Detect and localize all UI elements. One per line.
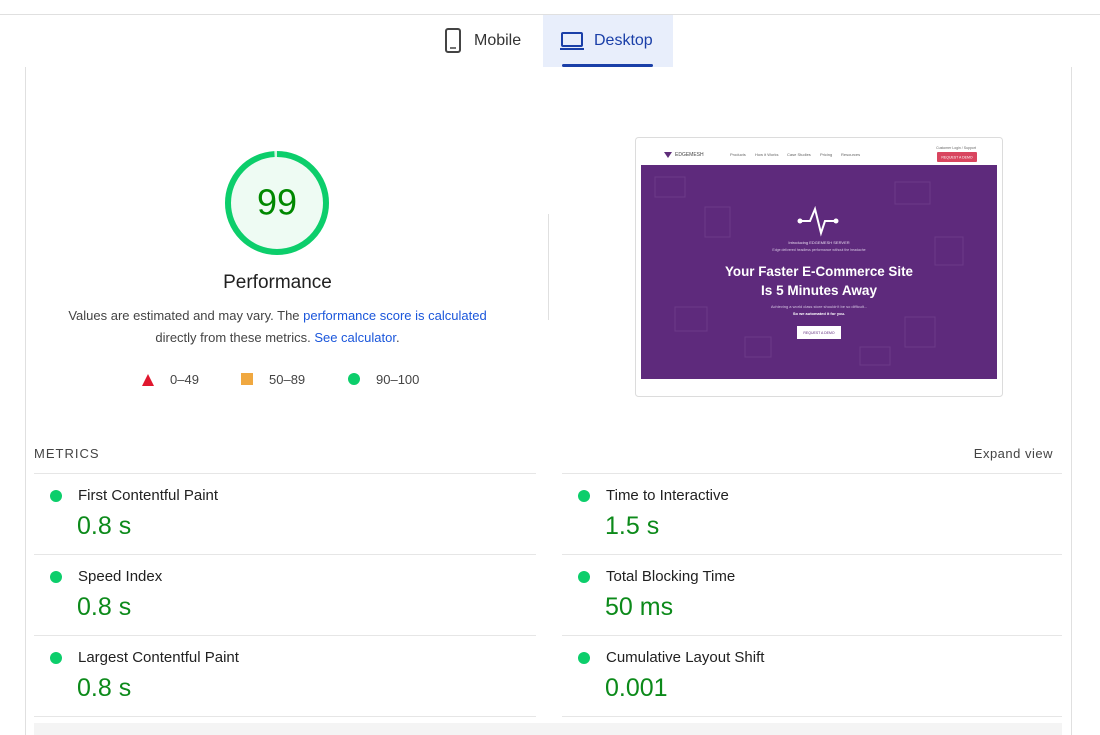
login-link: Customer Login / Support bbox=[936, 146, 976, 150]
header-button-label: REQUEST A DEMO bbox=[941, 156, 973, 160]
nav-item: How it Works bbox=[755, 152, 778, 157]
metric-status-icon bbox=[578, 652, 590, 664]
hero-tagline: Edge delivered headless performance with… bbox=[772, 248, 865, 252]
tab-label: Desktop bbox=[594, 32, 653, 49]
desktop-tab[interactable]: Desktop bbox=[543, 15, 673, 67]
metric-value: 0.8 s bbox=[77, 674, 132, 702]
metric-divider bbox=[34, 716, 536, 717]
brand-logo bbox=[664, 152, 672, 158]
metric-name: Cumulative Layout Shift bbox=[606, 649, 765, 666]
metric-divider bbox=[562, 473, 1062, 474]
calculator-link[interactable]: See calculator bbox=[314, 330, 396, 345]
mobile-tab[interactable]: Mobile bbox=[430, 15, 540, 67]
metrics-title: METRICS bbox=[34, 446, 100, 461]
hero-button bbox=[797, 326, 841, 339]
desktop-icon bbox=[560, 32, 584, 50]
metric-name: Largest Contentful Paint bbox=[78, 649, 239, 666]
legend-label: 50–89 bbox=[269, 372, 306, 387]
description-text: . bbox=[395, 330, 400, 345]
score-gauge: 99 bbox=[225, 151, 329, 255]
metric-divider bbox=[34, 473, 536, 474]
metric-name: First Contentful Paint bbox=[78, 487, 219, 504]
legend-label: 90–100 bbox=[376, 372, 420, 387]
legend-fail-icon bbox=[142, 374, 154, 386]
legend-label: 0–49 bbox=[170, 372, 199, 387]
tab-underline bbox=[562, 64, 653, 67]
expand-toggle[interactable]: Expand view bbox=[973, 446, 1053, 461]
hero-pattern bbox=[654, 176, 964, 366]
metric-value: 1.5 s bbox=[605, 512, 660, 540]
hero bbox=[641, 165, 997, 379]
score-label: Performance bbox=[223, 272, 332, 293]
metric-status-icon bbox=[50, 652, 62, 664]
metric-value: 50 ms bbox=[605, 593, 674, 621]
hero-button-label: REQUEST A DEMO bbox=[803, 331, 835, 335]
top-rule bbox=[0, 14, 1100, 15]
panel-border bbox=[1071, 67, 1072, 735]
tab-label: Mobile bbox=[474, 32, 522, 49]
metric-value: 0.8 s bbox=[77, 593, 132, 621]
metric-value: 0.8 s bbox=[77, 512, 132, 540]
score-link[interactable]: performance score is calculated bbox=[303, 308, 487, 323]
mobile-icon bbox=[445, 28, 461, 53]
description-text: directly from these metrics. bbox=[155, 330, 315, 345]
footer-strip bbox=[34, 723, 1062, 735]
metric-name: Time to Interactive bbox=[606, 487, 729, 504]
metric-divider bbox=[34, 554, 536, 555]
metric-status-icon bbox=[578, 571, 590, 583]
nav-item: Products bbox=[730, 152, 746, 157]
description: Values are estimated and may vary. The p… bbox=[40, 305, 515, 349]
nav-item: Pricing bbox=[820, 152, 832, 157]
description-text: Values are estimated and may vary. The bbox=[68, 308, 304, 323]
divider bbox=[548, 214, 549, 320]
metric-divider bbox=[562, 554, 1062, 555]
hero-body: Achieving a world class store shouldn't … bbox=[771, 304, 867, 309]
metric-value: 0.001 bbox=[605, 674, 668, 702]
hero-headline: Is 5 Minutes Away bbox=[761, 282, 877, 298]
metric-divider bbox=[34, 635, 536, 636]
hero-headline: Your Faster E-Commerce Site bbox=[725, 263, 913, 279]
nav-item: Case Studies bbox=[787, 152, 811, 157]
metric-status-icon bbox=[578, 490, 590, 502]
metric-name: Speed Index bbox=[78, 568, 163, 585]
legend-pass-icon bbox=[348, 373, 360, 385]
metric-status-icon bbox=[50, 571, 62, 583]
nav-item: Resources bbox=[841, 152, 860, 157]
metric-name: Total Blocking Time bbox=[606, 568, 736, 585]
page-screenshot: EDGEMESH Products How it Works Case Stud… bbox=[635, 137, 1003, 397]
score-value: 99 bbox=[257, 182, 297, 223]
metric-divider bbox=[562, 716, 1062, 717]
panel-border bbox=[25, 67, 26, 735]
legend-average-icon bbox=[241, 373, 253, 385]
gauge-arc bbox=[225, 151, 329, 255]
metric-divider bbox=[562, 635, 1062, 636]
hero-body: So we automated it for you. bbox=[793, 311, 845, 316]
metric-status-icon bbox=[50, 490, 62, 502]
brand-name: EDGEMESH bbox=[675, 152, 704, 158]
hero-intro: Introducing EDGEMESH SERVER bbox=[788, 240, 849, 245]
hero-logo bbox=[800, 205, 836, 237]
header-button bbox=[937, 152, 977, 162]
